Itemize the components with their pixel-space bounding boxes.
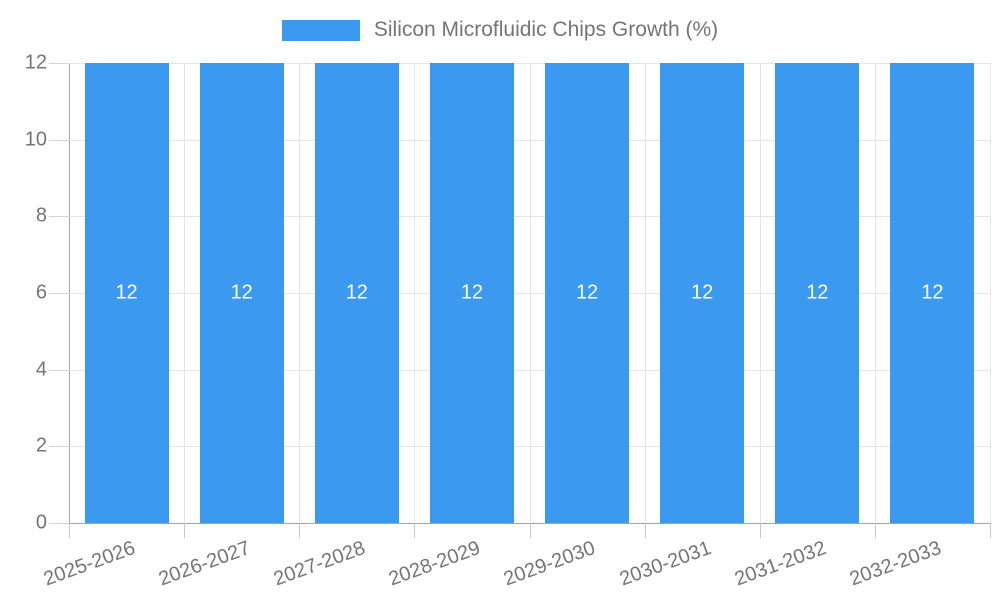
bar — [890, 63, 975, 523]
x-axis-tick — [990, 523, 991, 538]
y-tick-label: 2 — [35, 434, 47, 457]
bar-value-label: 12 — [230, 281, 253, 304]
bar — [545, 63, 630, 523]
legend-label: Silicon Microfluidic Chips Growth (%) — [373, 18, 719, 41]
y-tick-label: 0 — [35, 511, 47, 534]
bar-value-label: 12 — [691, 281, 714, 304]
x-tick-label: 2026-2027 — [155, 537, 254, 591]
bar — [84, 63, 169, 523]
x-tick-label: 2031-2032 — [731, 537, 829, 591]
x-gridline — [529, 63, 531, 523]
x-tick-label: 2029-2030 — [501, 537, 599, 591]
x-axis-tick — [759, 523, 761, 538]
y-axis-tick — [49, 369, 69, 371]
y-tick-label: 12 — [24, 51, 47, 74]
x-tick-label: 2028-2029 — [386, 537, 484, 591]
bar-value-label: 12 — [345, 281, 368, 304]
y-axis-tick — [49, 216, 69, 218]
bar — [199, 63, 284, 523]
x-axis-tick — [529, 523, 531, 538]
bar-value-label: 12 — [921, 281, 944, 304]
x-axis-tick — [184, 523, 186, 538]
bar — [429, 63, 514, 523]
y-axis-tick — [49, 523, 69, 524]
x-axis-tick — [874, 523, 876, 538]
x-gridline — [299, 63, 301, 523]
y-axis-tick — [49, 63, 69, 64]
y-tick-label: 10 — [24, 128, 47, 151]
bar-value-label: 12 — [460, 281, 484, 304]
x-tick-label: 2032-2033 — [846, 537, 944, 591]
x-tick-label: 2027-2028 — [270, 537, 369, 591]
bar — [660, 63, 745, 523]
x-axis-tick — [644, 523, 646, 538]
chart-legend: Silicon Microfluidic Chips Growth (%) — [0, 18, 1000, 42]
x-tick-label: 2025-2026 — [40, 537, 139, 591]
legend-swatch-icon — [281, 19, 360, 41]
y-axis-tick — [49, 446, 69, 448]
x-gridline — [644, 63, 646, 523]
x-gridline — [874, 63, 876, 523]
bar-value-label: 12 — [806, 281, 829, 304]
bar-value-label: 12 — [115, 281, 138, 304]
x-axis-tick — [414, 523, 416, 538]
y-axis-tick — [49, 293, 69, 294]
legend-item[interactable]: Silicon Microfluidic Chips Growth (%) — [281, 18, 719, 42]
x-tick-label: 2030-2031 — [616, 537, 714, 591]
x-axis-tick — [299, 523, 301, 538]
y-tick-label: 4 — [35, 358, 47, 381]
x-gridline — [759, 63, 761, 523]
y-axis-tick — [49, 139, 69, 141]
y-tick-label: 8 — [35, 204, 47, 227]
bar-value-label: 12 — [575, 281, 599, 304]
y-tick-label: 6 — [35, 281, 47, 304]
plot-area: 12 12 12 12 12 12 12 12 — [69, 63, 991, 524]
x-gridline — [184, 63, 186, 523]
x-gridline — [414, 63, 416, 523]
x-gridline — [990, 63, 991, 523]
bar — [775, 63, 860, 523]
x-axis-tick — [69, 523, 70, 538]
bar — [314, 63, 399, 523]
